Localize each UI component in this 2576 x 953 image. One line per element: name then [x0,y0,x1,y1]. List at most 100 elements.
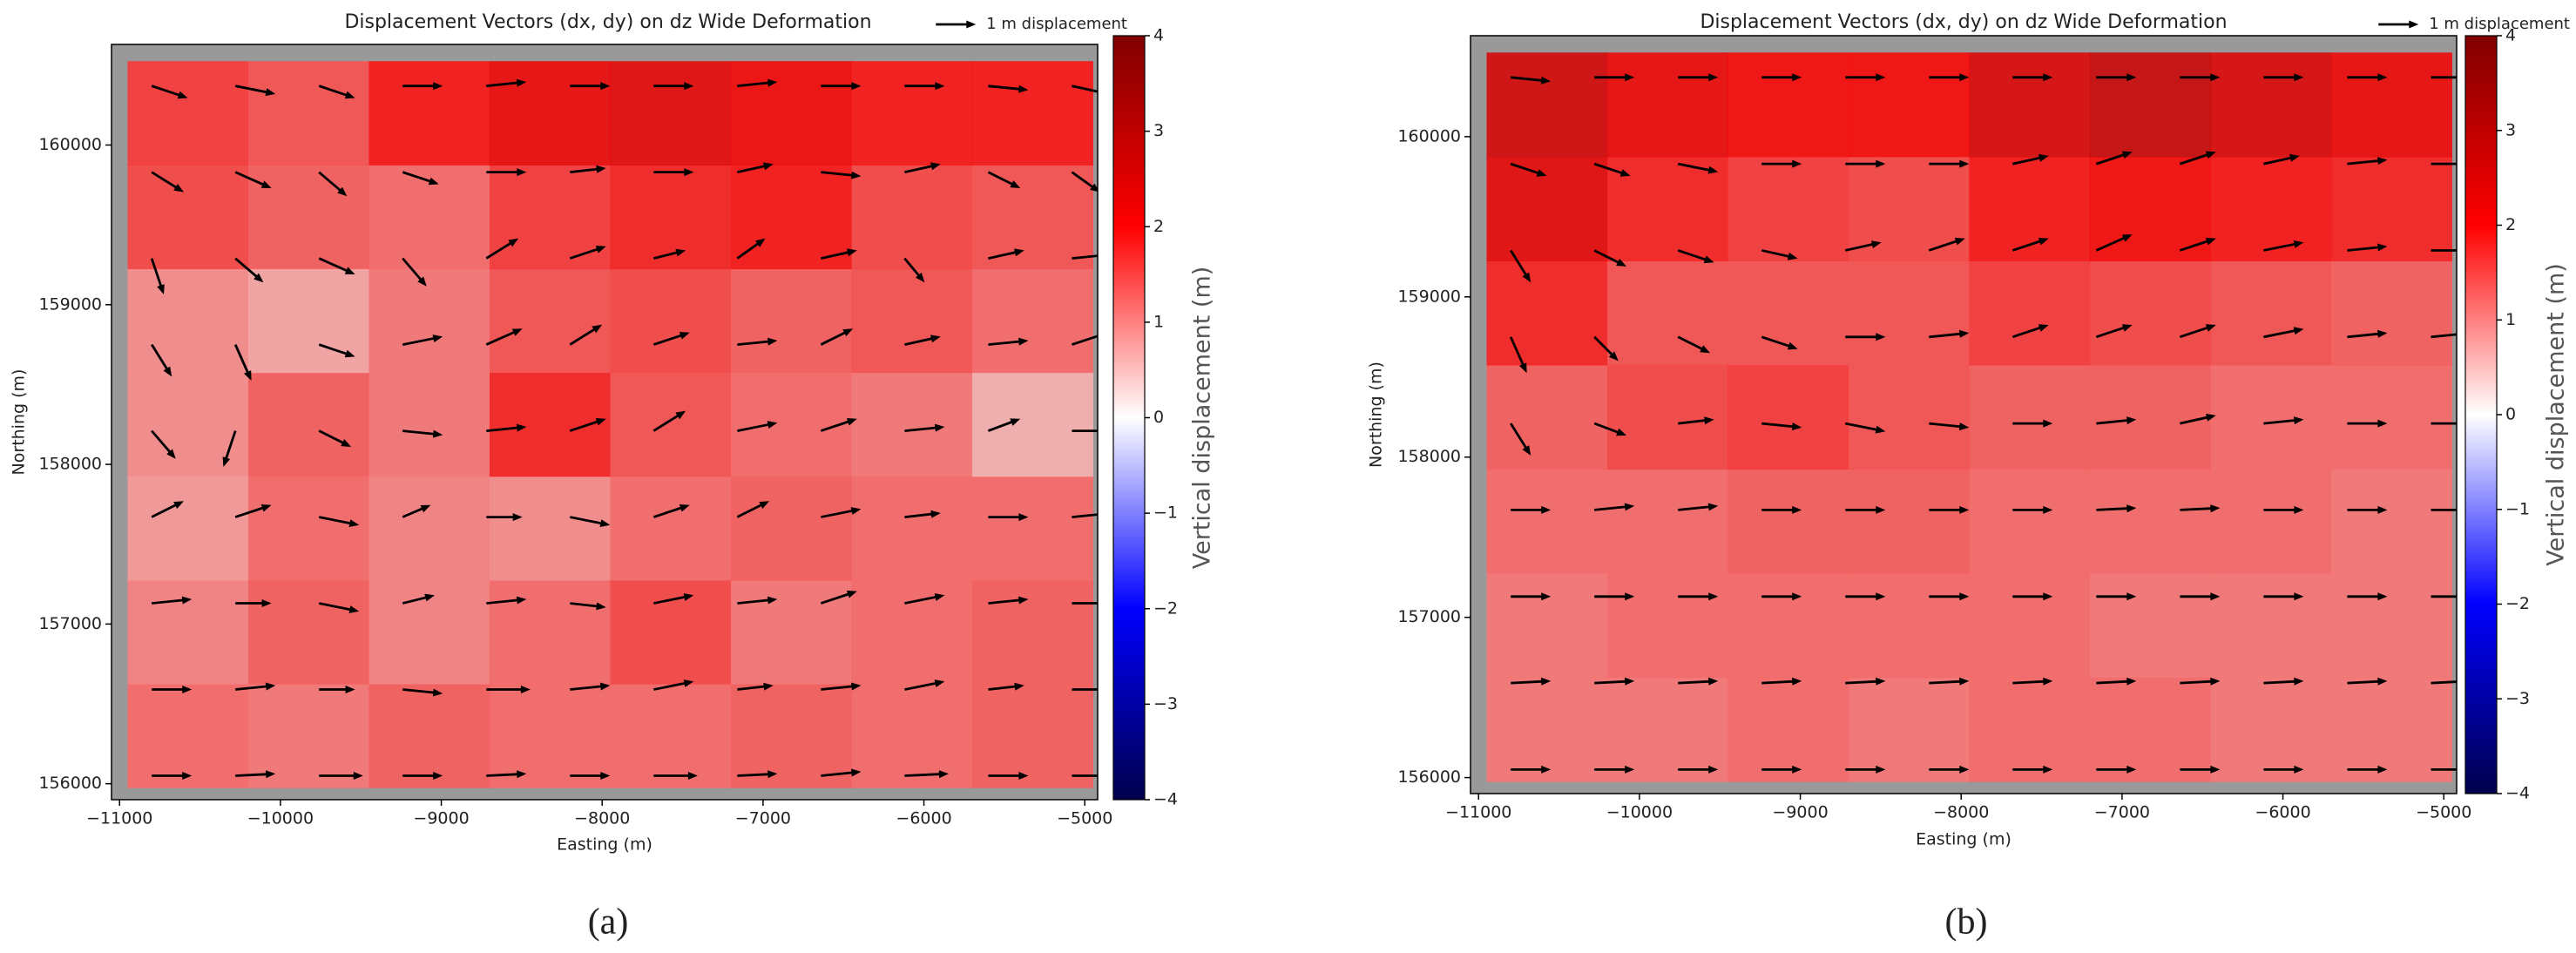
vector-arrow [2347,677,2388,686]
vector-arrow [402,171,439,186]
vector-arrow [2179,151,2216,166]
vector-arrow [821,768,862,777]
vector-arrow [2096,73,2137,82]
vector-arrow [485,238,519,260]
y-tick-label: 160000 [38,135,102,154]
vector-arrow [1511,505,1552,514]
vector-arrow [2096,416,2137,425]
y-tick-label: 158000 [38,455,102,474]
vector-arrow [402,593,435,605]
vector-arrow [2347,505,2388,514]
vector-arrow [1677,162,1719,174]
colorbar-tick-label: 3 [2505,120,2516,139]
dz-cell [971,476,1093,581]
dz-cell [1727,52,1849,158]
x-tick-label: −5000 [1057,809,1112,828]
dz-cell [610,61,732,166]
vector-arrow [820,418,857,432]
y-tick-label: 156000 [1397,767,1461,787]
colorbar-tick-label: −2 [2505,594,2530,613]
vector-arrow [1510,422,1531,456]
vector-arrow [2263,327,2304,339]
vector-arrow [2180,592,2221,601]
vector-arrow [2263,153,2300,166]
panel-label: (a) [588,902,629,943]
vector-arrow [1677,249,1714,264]
dz-cell [610,165,732,270]
x-tick-label: −7000 [2094,803,2150,822]
dz-cell [489,165,611,270]
vector-arrow [2263,505,2304,514]
y-axis-label: Northing (m) [10,369,29,476]
vector-arrow [2179,324,2216,339]
vector-arrow [1929,73,1970,82]
x-tick-label: −8000 [1933,803,1989,822]
dz-cell [2330,52,2452,158]
plot-area [1486,52,2457,782]
colorbar-tick-label: −3 [2505,689,2530,708]
dz-cell [2089,469,2211,574]
vector-arrow [570,602,606,611]
vector-arrow [1593,422,1626,436]
dz-cell [2210,677,2332,782]
vector-arrow [1509,336,1527,374]
vector-arrow [653,82,694,91]
vector-arrow [2012,419,2053,428]
x-tick-label: −10000 [1606,803,1673,822]
vector-arrow [2179,237,2216,252]
x-tick-label: −6000 [2255,803,2310,822]
vector-arrow [1071,171,1098,192]
dz-cell [2089,260,2211,366]
vector-arrow [652,410,686,432]
vector-arrow [2431,249,2457,252]
vector-arrow [904,423,945,432]
vector-arrow [1510,249,1531,283]
vector-arrow [988,513,1029,522]
dz-cell [851,684,973,788]
dz-cell [127,684,249,788]
vector-arrow [1929,592,1970,601]
dz-cell [489,579,611,685]
vector-arrow [904,162,941,173]
vector-arrow [1593,162,1631,177]
dz-cell [368,684,490,788]
dz-cell [1848,364,1970,470]
vector-arrow [152,686,193,693]
vector-arrow [1678,677,1719,686]
vector-arrow [233,344,252,381]
vector-arrow [1072,688,1098,691]
vector-arrow [904,510,941,518]
vector-arrow [152,596,193,605]
dz-cell [2089,677,2211,782]
vector-arrow [1511,765,1552,774]
vector-arrow [1929,159,1970,168]
dz-cell [1606,364,1728,470]
colorbar-tick-label: 1 [2505,310,2516,329]
dz-cell [127,268,249,374]
vector-arrow [2263,240,2304,252]
dz-cell [2210,573,2332,679]
dz-cell [971,268,1093,374]
vector-arrow [402,257,427,287]
vector-arrow [2347,243,2388,252]
vector-arrow [2263,765,2304,774]
dz-cell [1486,260,1608,366]
dz-cell [1727,573,1849,679]
vector-arrow [234,171,272,188]
vector-arrow [737,421,778,432]
dz-cell [1969,52,2091,158]
y-axis-label: Northing (m) [1367,362,1386,468]
vector-arrow [2180,504,2221,513]
vector-arrow [1594,592,1635,601]
dz-cell [971,61,1093,166]
vector-arrow [2431,76,2457,79]
dz-cell [2210,364,2332,470]
vector-arrow [2012,73,2053,82]
dz-cell [1727,469,1849,574]
y-tick-label: 159000 [1397,287,1461,306]
vector-arrow [402,772,443,780]
vector-arrow [234,257,264,283]
dz-cell [2330,677,2452,782]
vector-arrow [151,171,184,193]
vector-arrow [486,770,527,779]
